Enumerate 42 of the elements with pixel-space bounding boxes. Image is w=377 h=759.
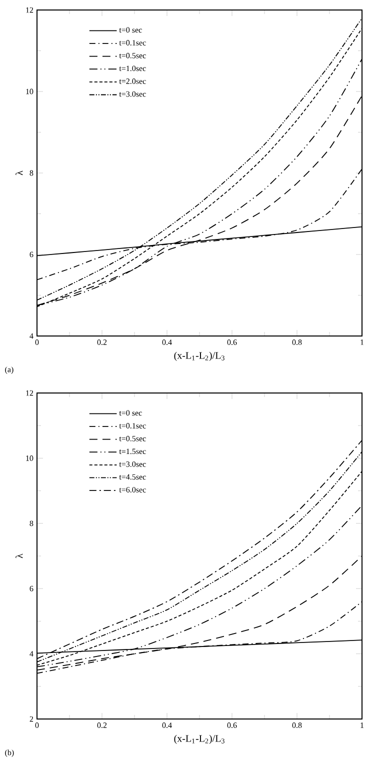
y-tick-label: 10 <box>26 88 34 94</box>
y-tick-label: 2 <box>30 716 34 722</box>
x-tick-label: 0 <box>35 340 39 345</box>
text: (b) <box>5 750 14 757</box>
y-tick-label: 12 <box>26 390 34 396</box>
y-tick-label: 8 <box>30 170 34 176</box>
legend-label: t=3.0sec <box>119 91 146 97</box>
legend-label: t=1.5sec <box>119 448 146 454</box>
y-axis-title: λ <box>16 554 23 558</box>
x-tick-label: 0.6 <box>227 722 237 728</box>
x-tick-label: 1 <box>360 722 364 728</box>
y-tick-label: 10 <box>26 456 34 461</box>
x-axis-title: (x-L$_{1}$-L$_{2}$)/L$_{3}$ <box>174 352 224 361</box>
y-tick-label: 4 <box>30 333 34 339</box>
legend-label: t=2.0sec <box>119 78 146 84</box>
legend-label: t=3.0sec <box>119 461 146 467</box>
legend-label: t=0.5sec <box>119 436 146 442</box>
x-tick-label: 0.2 <box>97 340 107 345</box>
text: (a) <box>5 366 14 374</box>
x-tick-label: 0.6 <box>227 340 237 345</box>
x-tick-label: 0 <box>35 722 39 728</box>
legend-label: t=1.0sec <box>119 66 146 72</box>
x-tick-label: 0.8 <box>292 340 302 345</box>
legend-label: t=0.1sec <box>119 423 146 428</box>
x-tick-label: 0.4 <box>162 722 172 728</box>
y-axis-title: λ <box>16 170 23 176</box>
legend-label: t=0.5sec <box>119 52 146 58</box>
legend-label: t=0 sec <box>119 27 142 33</box>
x-tick-label: 0.4 <box>162 340 172 345</box>
y-tick-label: 8 <box>30 520 34 526</box>
y-tick-label: 12 <box>26 7 34 13</box>
x-tick-label: 0.2 <box>97 722 107 728</box>
x-tick-label: 1 <box>360 340 364 345</box>
y-tick-label: 4 <box>30 651 34 656</box>
legend-label: t=6.0sec <box>119 487 146 492</box>
legend-label: t=4.5sec <box>119 474 146 480</box>
legend-label: t=0.1sec <box>119 40 146 46</box>
x-axis-title: (x-L$_{1}$-L$_{2}$)/L$_{3}$ <box>174 734 224 744</box>
y-tick-label: 6 <box>30 252 34 258</box>
legend-label: t=0 sec <box>119 410 142 416</box>
y-tick-label: 6 <box>30 586 34 592</box>
x-tick-label: 0.8 <box>292 722 302 728</box>
